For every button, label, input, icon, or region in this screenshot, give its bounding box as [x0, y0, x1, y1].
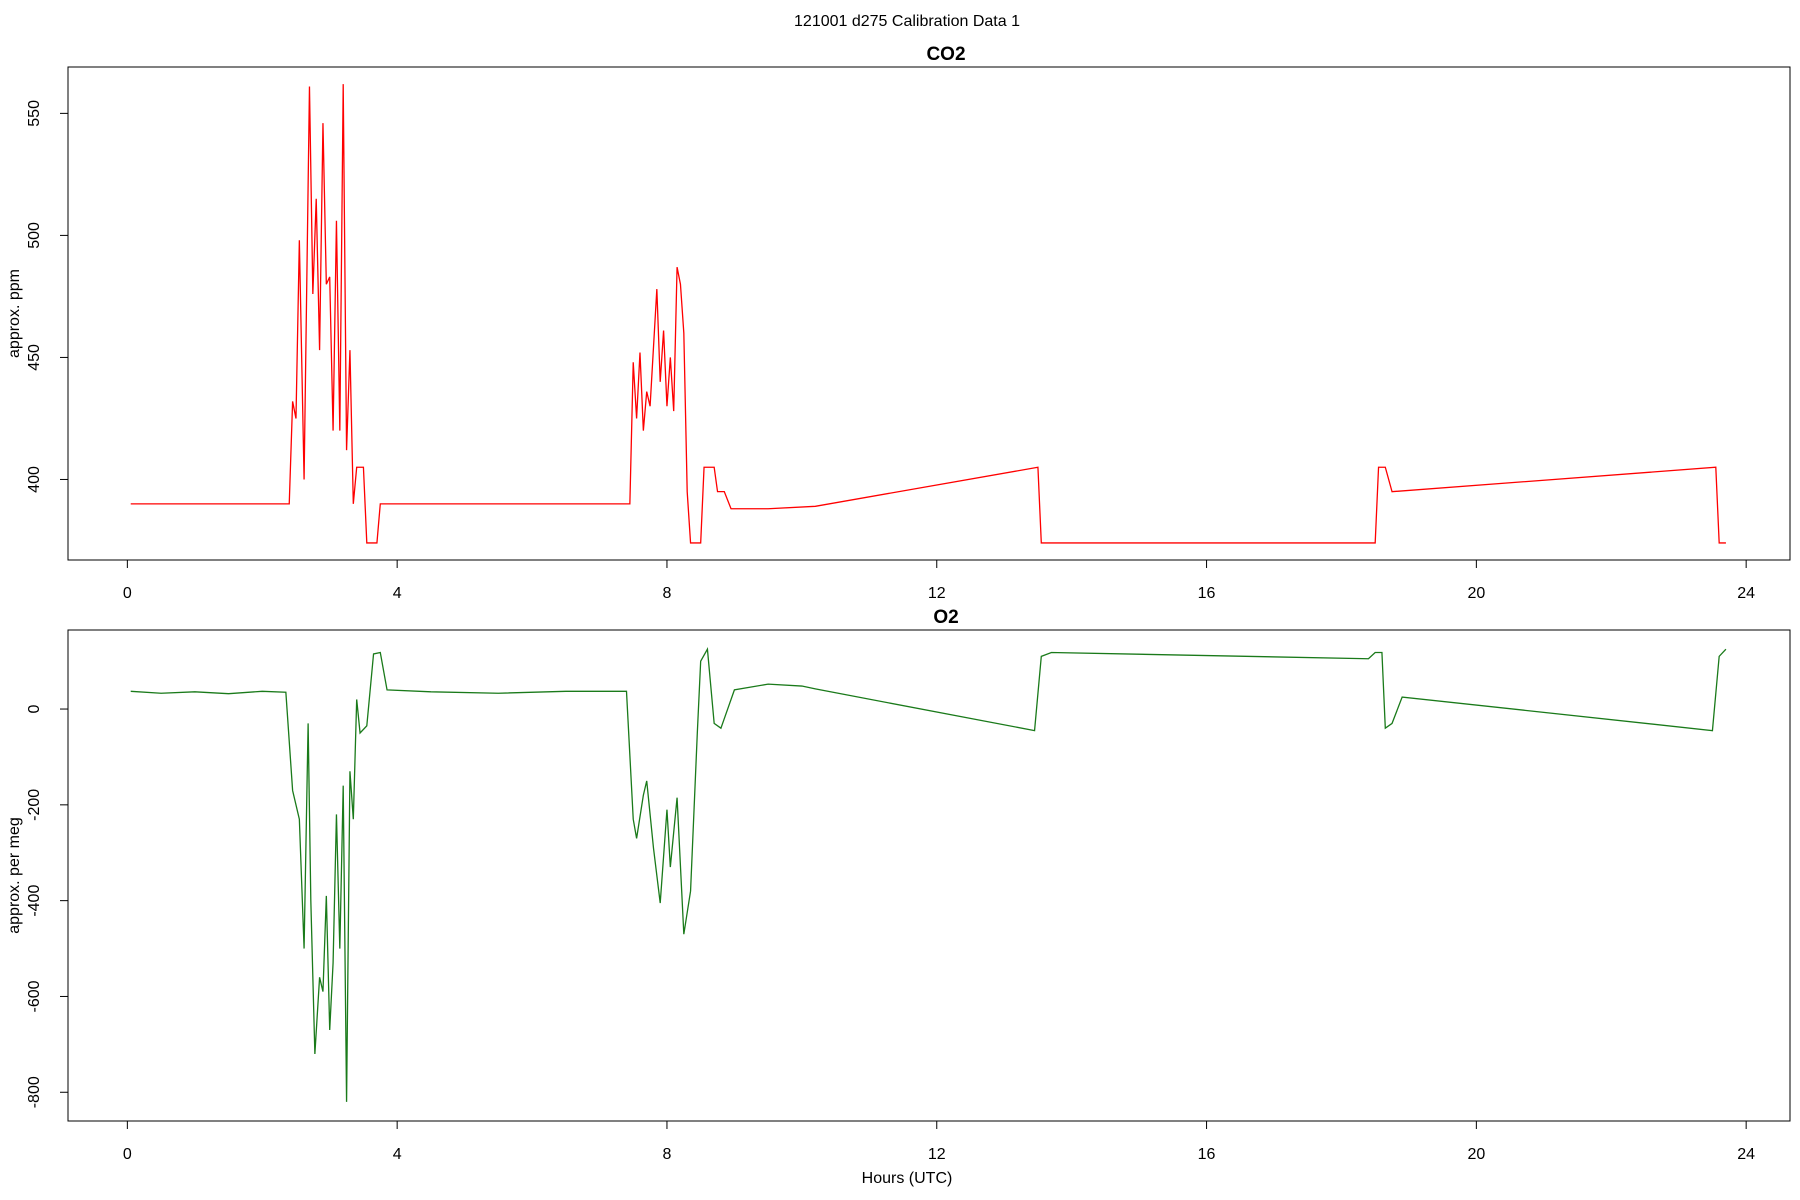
- data-line: [130, 84, 1726, 544]
- y-tick-label: 550: [26, 100, 43, 127]
- x-tick-label: 0: [123, 1146, 132, 1163]
- plot-frame: [67, 629, 1791, 1122]
- y-tick-label: 0: [26, 704, 43, 713]
- y-axis-label: approx. ppm: [6, 269, 23, 358]
- x-tick-label: 20: [1467, 1146, 1485, 1163]
- y-tick-label: 450: [26, 344, 43, 371]
- chart-title: O2: [933, 607, 958, 628]
- y-tick-label: 500: [26, 222, 43, 249]
- y-tick-label: -800: [26, 1076, 43, 1108]
- y-axis-label: approx. per meg: [6, 817, 23, 934]
- x-tick-label: 16: [1198, 1146, 1216, 1163]
- y-tick-label: 400: [26, 466, 43, 493]
- x-tick-label: 16: [1198, 585, 1216, 602]
- data-line: [130, 647, 1727, 1102]
- y-tick-label: -600: [26, 980, 43, 1012]
- x-tick-label: 4: [393, 585, 402, 602]
- x-tick-label: 12: [928, 585, 946, 602]
- x-tick-label: 4: [393, 1146, 402, 1163]
- x-axis-label: Hours (UTC): [862, 1170, 953, 1187]
- y-tick-label: -400: [26, 885, 43, 917]
- figure-title: 121001 d275 Calibration Data 1: [794, 13, 1020, 30]
- x-tick-label: 24: [1737, 1146, 1755, 1163]
- x-tick-label: 24: [1737, 585, 1755, 602]
- x-tick-label: 8: [663, 1146, 672, 1163]
- x-tick-label: 0: [123, 585, 132, 602]
- y-tick-label: -200: [26, 789, 43, 821]
- plot-frame: [67, 66, 1791, 561]
- x-tick-label: 20: [1467, 585, 1485, 602]
- x-tick-label: 8: [663, 585, 672, 602]
- x-tick-label: 12: [928, 1146, 946, 1163]
- chart-title: CO2: [926, 44, 965, 65]
